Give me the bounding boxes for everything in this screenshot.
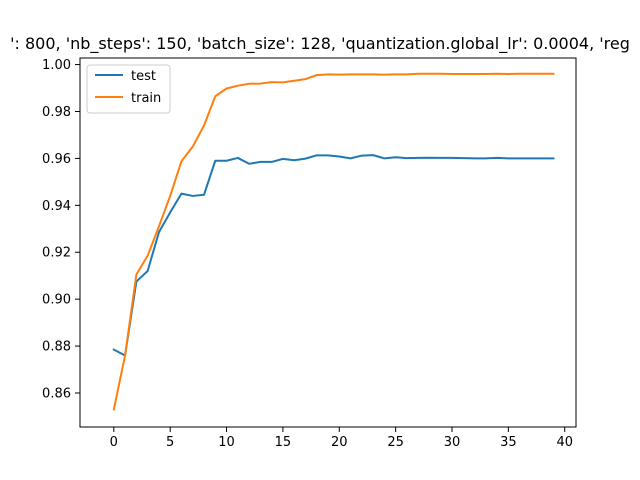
y-tick-label: 0.96 [42, 152, 71, 167]
axes: 0 5 10 15 20 25 30 35 40 0.86 0.88 0.90 0.92 0.94 0.96… [42, 57, 577, 450]
x-tick-label: 30 [444, 435, 461, 450]
plot-frame [79, 57, 577, 428]
y-tick-label: 0.90 [42, 293, 71, 308]
x-tick-label: 10 [218, 435, 235, 450]
legend: test train [86, 64, 171, 114]
y-tick-label: 0.86 [42, 386, 71, 401]
legend-box [86, 64, 171, 114]
y-tick-label: 1.00 [42, 58, 71, 73]
y-tick-label: 0.98 [42, 105, 71, 120]
legend-label-test: test [131, 69, 156, 84]
y-tick-label: 0.92 [42, 246, 71, 261]
y-tick-label: 0.94 [42, 199, 71, 214]
x-tick-label: 15 [275, 435, 292, 450]
chart-title: ': 800, 'nb_steps': 150, 'batch_size': 1… [10, 34, 630, 54]
plot-lines [112, 72, 555, 411]
x-tick-label: 35 [500, 435, 517, 450]
x-tick-label: 40 [556, 435, 573, 450]
x-tick-label: 0 [110, 435, 118, 450]
x-tick-label: 25 [387, 435, 404, 450]
x-tick-label: 5 [166, 435, 174, 450]
legend-label-train: train [131, 91, 161, 106]
x-tick-label: 20 [331, 435, 348, 450]
series-line-test [112, 154, 555, 357]
y-tick-label: 0.88 [42, 340, 71, 355]
series-line-train [112, 72, 555, 411]
